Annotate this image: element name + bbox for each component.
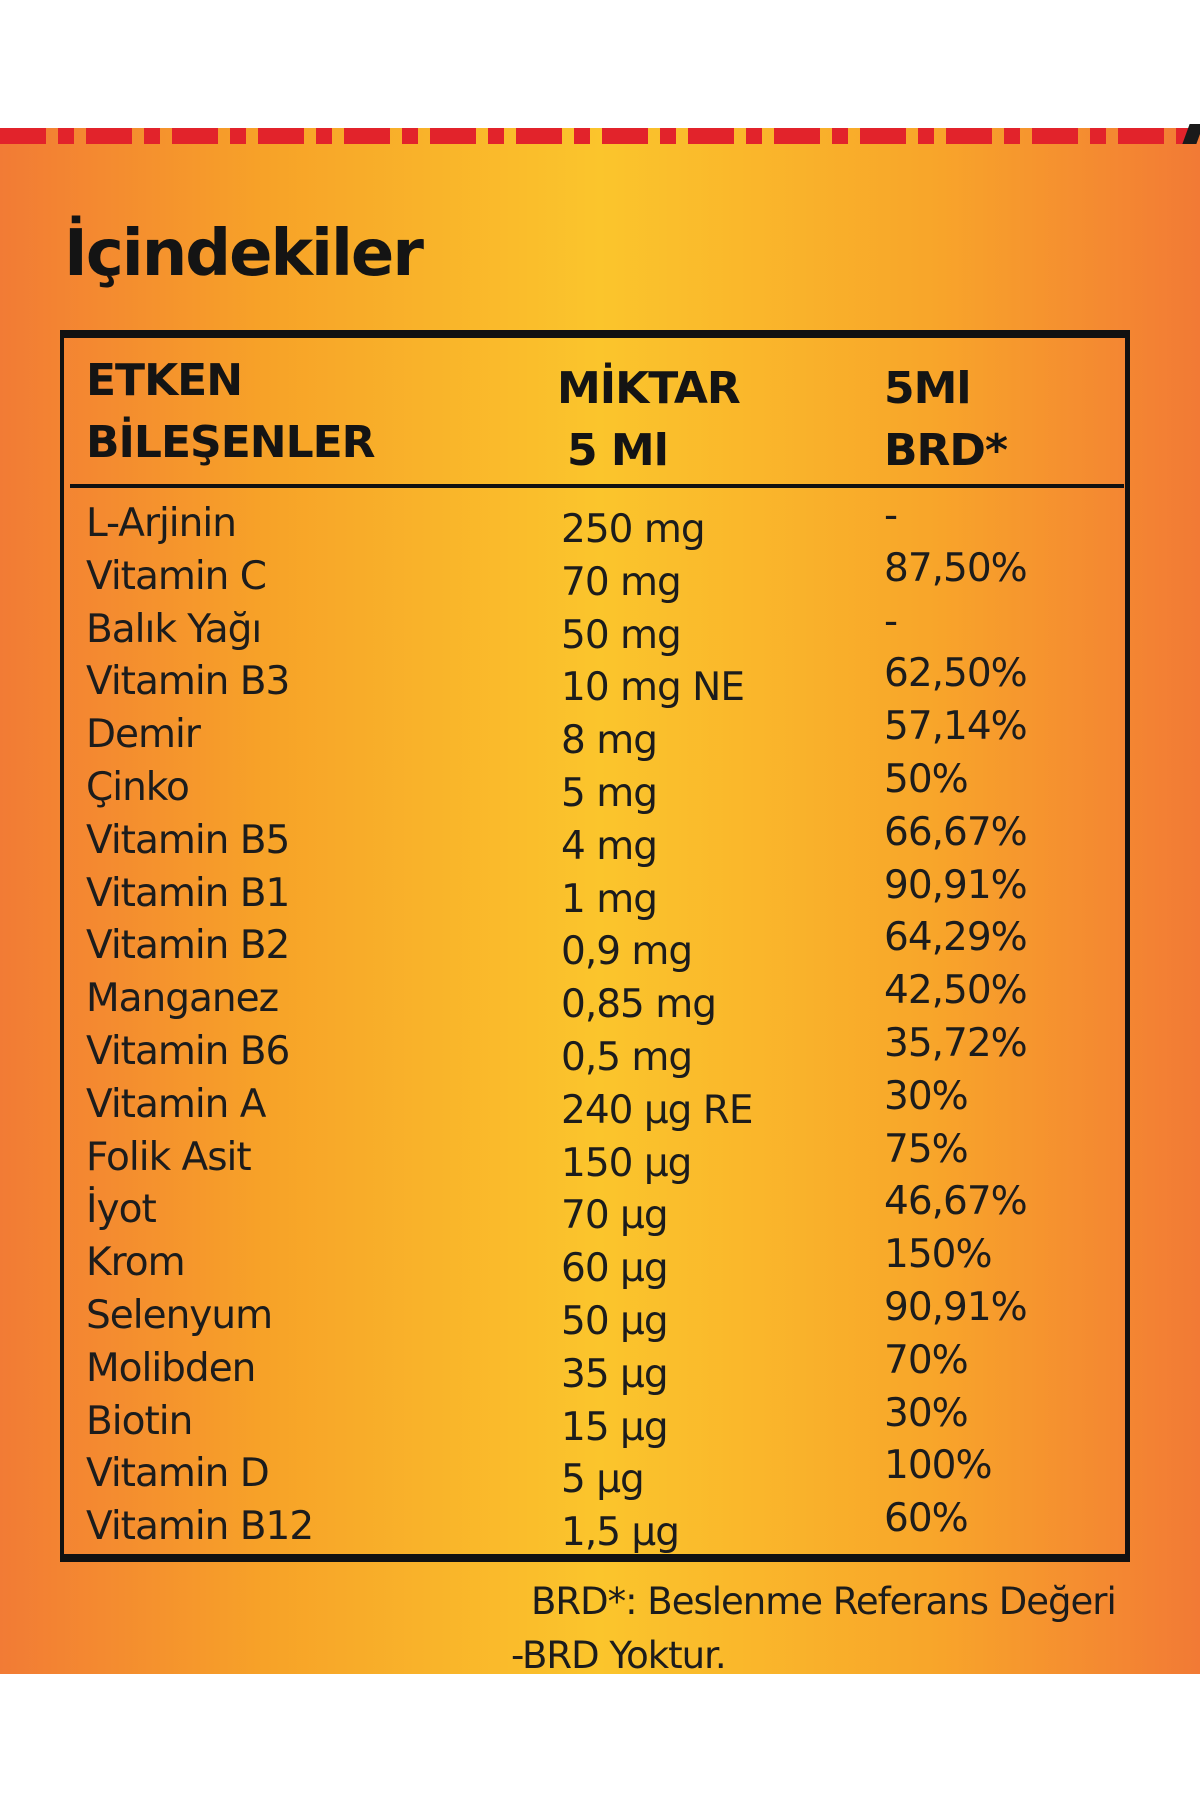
ingredient-brd: 30% (884, 1390, 969, 1436)
table-row: Folik Asit 150 µg 75% (0, 1126, 1200, 1186)
ingredient-brd: 90,91% (884, 862, 1028, 908)
ingredient-name: Vitamin B1 (86, 870, 290, 916)
dashed-red-border (0, 128, 1190, 144)
ingredient-name: Vitamin B6 (86, 1028, 290, 1074)
ingredient-amount: 70 mg (561, 559, 682, 605)
header-col2-line2: 5 Ml (567, 425, 669, 476)
ingredient-brd: 90,91% (884, 1284, 1028, 1330)
ingredient-name: İyot (86, 1187, 157, 1233)
header-col3-line2: BRD* (884, 425, 1008, 476)
ingredient-name: Vitamin B5 (86, 817, 290, 863)
ingredient-name: Demir (86, 712, 201, 758)
ingredient-amount: 60 µg (561, 1246, 669, 1292)
header-brd: 5Ml BRD* (884, 358, 1008, 482)
header-amount: MİKTAR 5 Ml (557, 358, 741, 482)
ingredient-amount: 35 µg (561, 1351, 669, 1397)
ingredient-name: Krom (86, 1240, 186, 1286)
ingredient-name: Molibden (86, 1345, 256, 1391)
table-row: Vitamin B6 0,5 mg 35,72% (0, 1020, 1200, 1080)
table-row: Vitamin D 5 µg 100% (0, 1443, 1200, 1503)
ingredient-brd: 46,67% (884, 1179, 1028, 1225)
ingredient-amount: 50 mg (561, 612, 682, 658)
ingredient-amount: 70 µg (561, 1193, 669, 1239)
table-row: Çinko 5 mg 50% (0, 756, 1200, 816)
ingredient-amount: 240 µg RE (561, 1087, 754, 1133)
table-row: Vitamin B1 1 mg 90,91% (0, 862, 1200, 922)
header-col2-line1: MİKTAR (557, 363, 741, 414)
ingredient-brd: - (884, 493, 898, 538)
ingredient-amount: 1,5 µg (561, 1510, 680, 1556)
table-row: Vitamin C 70 mg 87,50% (0, 545, 1200, 605)
ingredient-brd: 30% (884, 1073, 969, 1119)
ingredient-amount: 1 mg (561, 876, 658, 922)
ingredient-brd: 57,14% (884, 704, 1028, 750)
ingredient-brd: 150% (884, 1232, 992, 1278)
ingredient-brd: 66,67% (884, 809, 1028, 855)
header-col1-line2: BİLEŞENLER (86, 417, 376, 468)
ingredient-brd: 87,50% (884, 545, 1028, 591)
table-row: Balık Yağı 50 mg - (0, 598, 1200, 658)
ingredient-name: Selenyum (86, 1292, 273, 1338)
ingredient-amount: 5 µg (561, 1457, 645, 1503)
ingredient-amount: 250 mg (561, 507, 706, 552)
table-row: Selenyum 50 µg 90,91% (0, 1284, 1200, 1344)
ingredient-amount: 0,85 mg (561, 982, 717, 1028)
ingredient-amount: 0,9 mg (561, 929, 693, 975)
ingredient-name: Biotin (86, 1398, 193, 1444)
ingredient-name: Manganez (86, 976, 279, 1022)
header-divider (70, 484, 1124, 488)
table-row: L-Arjinin 250 mg - (0, 493, 1200, 552)
table-row: Vitamin B3 10 mg NE 62,50% (0, 651, 1200, 711)
ingredient-brd: 62,50% (884, 651, 1028, 697)
ingredient-brd: 75% (884, 1126, 969, 1172)
table-row: Molibden 35 µg 70% (0, 1337, 1200, 1397)
ingredient-name: Vitamin C (86, 553, 267, 599)
ingredient-name: Vitamin B12 (86, 1504, 314, 1550)
table-row: Vitamin A 240 µg RE 30% (0, 1073, 1200, 1133)
ingredient-brd: 64,29% (884, 915, 1028, 961)
table-row: Vitamin B2 0,9 mg 64,29% (0, 915, 1200, 975)
ingredients-table-body: L-Arjinin 250 mg - Vitamin C 70 mg 87,50% Balı… (0, 493, 1200, 1556)
table-row: Vitamin B5 4 mg 66,67% (0, 809, 1200, 869)
ingredient-name: Vitamin B3 (86, 659, 290, 705)
ingredient-amount: 150 µg (561, 1140, 692, 1186)
header-col3-line1: 5Ml (884, 363, 971, 414)
ingredient-amount: 8 mg (561, 718, 658, 764)
ingredient-amount: 50 µg (561, 1298, 669, 1344)
table-row: İyot 70 µg 46,67% (0, 1179, 1200, 1239)
table-row: Manganez 0,85 mg 42,50% (0, 968, 1200, 1028)
ingredient-amount: 4 mg (561, 823, 658, 869)
table-row: Krom 60 µg 150% (0, 1232, 1200, 1292)
ingredients-table-frame (60, 330, 1130, 1562)
table-row: Vitamin B12 1,5 µg 60% (0, 1496, 1200, 1556)
ingredient-name: L-Arjinin (86, 501, 237, 546)
table-row: Demir 8 mg 57,14% (0, 704, 1200, 764)
table-row: Biotin 15 µg 30% (0, 1390, 1200, 1450)
ingredient-name: Balık Yağı (86, 606, 262, 652)
orange-panel (0, 128, 1200, 1674)
ingredient-brd: 35,72% (884, 1020, 1028, 1066)
ingredient-brd: 60% (884, 1496, 969, 1542)
ingredient-name: Çinko (86, 764, 190, 810)
ingredient-name: Vitamin A (86, 1081, 266, 1127)
ingredient-brd: 42,50% (884, 968, 1028, 1014)
ingredient-name: Folik Asit (86, 1134, 252, 1180)
ingredient-brd: 100% (884, 1443, 992, 1489)
ingredient-amount: 15 µg (561, 1404, 669, 1450)
ingredient-brd: - (884, 598, 898, 644)
page-title: İçindekiler (64, 217, 424, 291)
header-col1-line1: ETKEN (86, 355, 243, 406)
footnote-brd-definition: BRD*: Beslenme Referans Değeri (531, 1580, 1117, 1623)
ingredient-brd: 50% (884, 756, 969, 802)
ingredient-name: Vitamin B2 (86, 923, 290, 969)
header-active-ingredients: ETKEN BİLEŞENLER (86, 350, 376, 474)
ingredient-name: Vitamin D (86, 1451, 270, 1497)
ingredient-amount: 10 mg NE (561, 665, 745, 711)
ingredient-amount: 0,5 mg (561, 1034, 693, 1080)
footnote-no-brd: -BRD Yoktur. (511, 1634, 727, 1677)
ingredient-amount: 5 mg (561, 770, 658, 816)
ingredient-brd: 70% (884, 1337, 969, 1383)
corner-mark (1182, 124, 1200, 144)
